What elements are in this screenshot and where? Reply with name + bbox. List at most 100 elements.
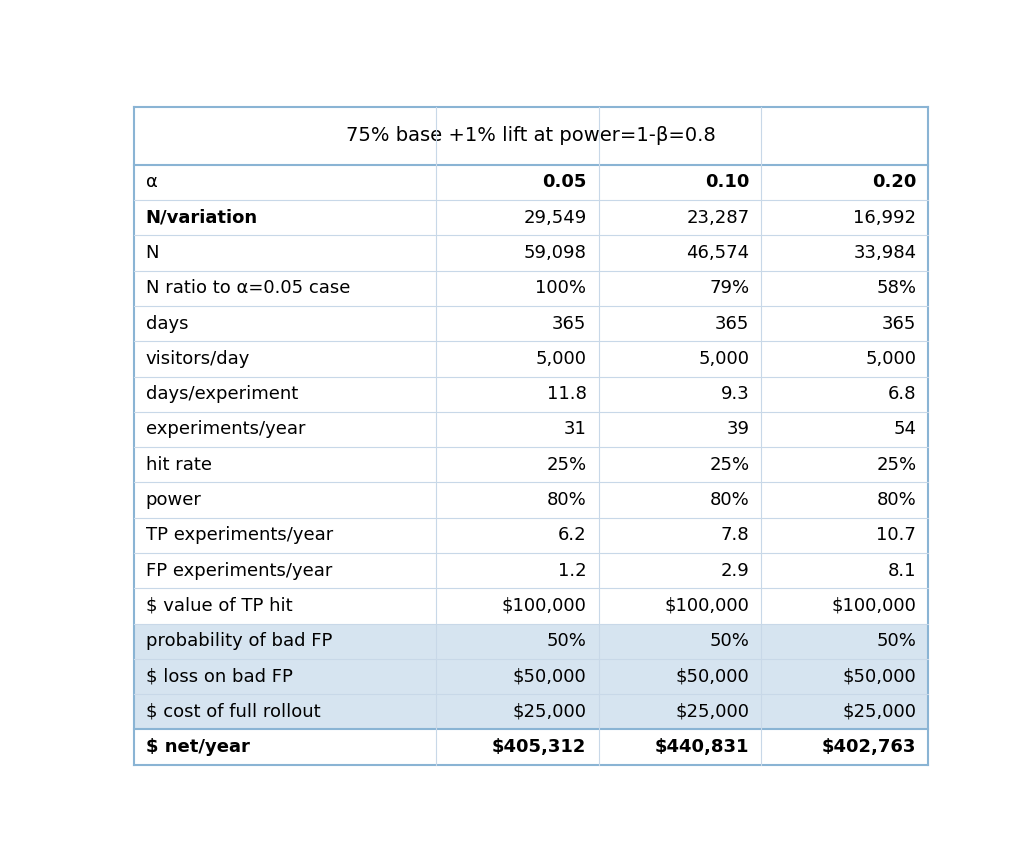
Bar [761,624,928,658]
Bar [435,553,599,589]
Text: TP experiments/year: TP experiments/year [145,526,333,545]
Bar [599,271,761,306]
Text: $ loss on bad FP: $ loss on bad FP [145,667,292,685]
Text: $50,000: $50,000 [675,667,749,685]
Bar [134,271,435,306]
Text: $50,000: $50,000 [513,667,586,685]
Text: $25,000: $25,000 [513,702,586,721]
Bar [435,589,599,624]
Text: $25,000: $25,000 [675,702,749,721]
Text: 29,549: 29,549 [523,209,586,227]
Bar [134,694,435,729]
Text: 10.7: 10.7 [876,526,916,545]
Text: days: days [145,315,189,332]
Bar [435,306,599,341]
Text: probability of bad FP: probability of bad FP [145,633,332,650]
Bar [599,658,761,694]
Bar [435,341,599,376]
Bar [761,412,928,447]
Bar [134,624,435,658]
Bar [599,341,761,376]
Text: 100%: 100% [536,280,586,297]
Text: experiments/year: experiments/year [145,420,305,438]
Text: 46,574: 46,574 [686,244,749,262]
Bar [435,658,599,694]
Text: $405,312: $405,312 [492,738,586,756]
Bar [761,341,928,376]
Bar [435,729,599,765]
Text: $50,000: $50,000 [842,667,916,685]
Bar [761,376,928,412]
Text: 50%: 50% [710,633,749,650]
Text: 7.8: 7.8 [721,526,749,545]
Bar [761,729,928,765]
Text: 6.2: 6.2 [557,526,586,545]
Bar [761,482,928,518]
Bar [599,482,761,518]
Text: 80%: 80% [876,491,916,509]
Text: α: α [145,173,157,192]
Text: $402,763: $402,763 [822,738,916,756]
Bar [599,200,761,236]
Bar [435,482,599,518]
Bar [134,376,435,412]
Text: 39: 39 [726,420,749,438]
Bar [435,376,599,412]
Bar [599,694,761,729]
Bar [435,200,599,236]
Text: hit rate: hit rate [145,456,211,474]
Bar [435,412,599,447]
Bar [599,447,761,482]
Bar [134,341,435,376]
Text: $ net/year: $ net/year [145,738,250,756]
Bar [134,482,435,518]
Text: N: N [145,244,160,262]
Text: power: power [145,491,201,509]
Text: 25%: 25% [546,456,586,474]
Text: $ value of TP hit: $ value of TP hit [145,597,292,615]
Text: 80%: 80% [710,491,749,509]
Text: 16,992: 16,992 [854,209,916,227]
Text: 58%: 58% [876,280,916,297]
Text: 5,000: 5,000 [865,350,916,368]
Bar [134,306,435,341]
Bar [435,624,599,658]
Text: 59,098: 59,098 [523,244,586,262]
Text: $100,000: $100,000 [501,597,586,615]
Bar [435,271,599,306]
Bar [134,518,435,553]
Text: 0.05: 0.05 [542,173,586,192]
Bar [761,553,928,589]
Bar [134,236,435,271]
Text: $100,000: $100,000 [832,597,916,615]
Bar [599,306,761,341]
Bar [134,200,435,236]
Text: 9.3: 9.3 [721,385,749,403]
Text: visitors/day: visitors/day [145,350,250,368]
Bar [761,165,928,200]
Text: 0.20: 0.20 [872,173,916,192]
Bar [761,518,928,553]
Bar [435,694,599,729]
Text: 80%: 80% [547,491,586,509]
Bar [599,518,761,553]
Bar [435,447,599,482]
Bar [761,589,928,624]
Text: 365: 365 [715,315,749,332]
Bar [435,165,599,200]
Text: days/experiment: days/experiment [145,385,297,403]
Text: 6.8: 6.8 [888,385,916,403]
Bar [761,306,928,341]
Bar [134,107,928,165]
Bar [599,412,761,447]
Text: 11.8: 11.8 [547,385,586,403]
Text: 25%: 25% [876,456,916,474]
Bar [599,624,761,658]
Bar [599,729,761,765]
Text: 25%: 25% [710,456,749,474]
Bar [134,553,435,589]
Text: 365: 365 [882,315,916,332]
Text: 50%: 50% [876,633,916,650]
Text: 1.2: 1.2 [557,562,586,580]
Text: 54: 54 [893,420,916,438]
